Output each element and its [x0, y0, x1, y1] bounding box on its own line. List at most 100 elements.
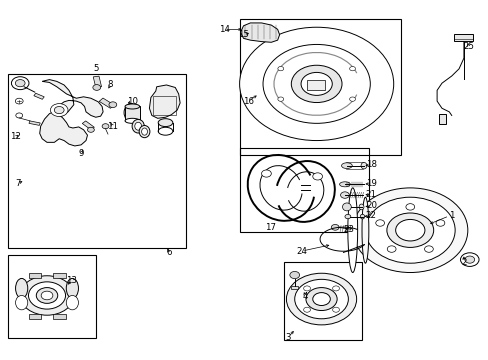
Text: 17: 17 [264, 223, 275, 232]
Bar [306, 80, 325, 90]
Bar [29, 273, 41, 278]
Text: 21: 21 [365, 190, 376, 199]
Text: 24: 24 [296, 247, 307, 256]
Ellipse shape [66, 278, 78, 298]
Circle shape [261, 170, 271, 177]
Text: 14: 14 [218, 25, 229, 34]
Circle shape [93, 85, 101, 90]
Text: 9: 9 [78, 149, 83, 158]
Circle shape [395, 220, 424, 241]
Bar [291, 286, 298, 289]
Circle shape [435, 220, 444, 226]
Circle shape [15, 80, 25, 87]
Ellipse shape [125, 118, 140, 123]
Circle shape [102, 124, 109, 129]
Circle shape [460, 253, 478, 266]
Ellipse shape [16, 296, 28, 310]
Circle shape [20, 276, 74, 315]
Circle shape [375, 220, 384, 226]
Circle shape [405, 204, 414, 210]
Circle shape [294, 279, 347, 319]
Text: 22: 22 [365, 211, 376, 220]
Circle shape [286, 273, 356, 325]
Circle shape [386, 213, 433, 247]
Circle shape [15, 98, 23, 104]
Ellipse shape [132, 120, 144, 133]
Polygon shape [240, 23, 279, 42]
Bar [8, 74, 185, 248]
Circle shape [330, 225, 338, 230]
Text: 15: 15 [238, 30, 248, 39]
Ellipse shape [125, 104, 140, 109]
Text: 11: 11 [107, 122, 118, 131]
Circle shape [349, 97, 355, 101]
Bar [53, 273, 65, 278]
Text: 1: 1 [448, 211, 453, 220]
Bar [239, 19, 400, 155]
Ellipse shape [360, 162, 366, 169]
Bar [153, 96, 176, 116]
Circle shape [239, 27, 393, 140]
Ellipse shape [124, 104, 139, 122]
Ellipse shape [158, 127, 172, 135]
Circle shape [301, 72, 331, 95]
Circle shape [41, 291, 53, 300]
Circle shape [303, 307, 310, 312]
Circle shape [303, 286, 310, 291]
Bar [125, 107, 140, 121]
Text: 8: 8 [107, 81, 113, 90]
Ellipse shape [361, 197, 368, 263]
Circle shape [87, 127, 94, 132]
Bar [239, 148, 368, 232]
Bar [438, 114, 445, 125]
Text: 2: 2 [460, 258, 466, 267]
Text: 23: 23 [343, 225, 354, 234]
Circle shape [54, 107, 64, 114]
Text: 18: 18 [365, 161, 376, 170]
Ellipse shape [135, 122, 142, 130]
Circle shape [291, 65, 341, 103]
Circle shape [349, 67, 355, 71]
Text: 6: 6 [166, 248, 171, 257]
Circle shape [50, 104, 68, 117]
Bar [34, 93, 44, 99]
Circle shape [312, 173, 322, 180]
Polygon shape [149, 85, 180, 118]
Bar [453, 35, 472, 41]
Text: 20: 20 [366, 201, 377, 210]
Circle shape [332, 286, 339, 291]
Circle shape [344, 215, 350, 219]
Circle shape [365, 197, 454, 263]
Bar [29, 121, 40, 125]
Text: 4: 4 [302, 292, 307, 301]
Circle shape [11, 77, 29, 90]
Ellipse shape [127, 107, 136, 118]
Bar [82, 121, 94, 130]
Ellipse shape [158, 119, 172, 127]
Ellipse shape [358, 204, 363, 210]
Text: 16: 16 [243, 96, 253, 105]
Circle shape [277, 97, 283, 101]
Circle shape [332, 307, 339, 312]
Ellipse shape [341, 163, 351, 168]
Text: 25: 25 [462, 42, 473, 51]
Ellipse shape [66, 296, 78, 310]
Bar [29, 315, 41, 319]
Circle shape [312, 293, 330, 306]
Text: 5: 5 [93, 64, 98, 73]
Text: 19: 19 [365, 179, 376, 188]
Circle shape [277, 67, 283, 71]
Bar [283, 262, 361, 339]
Circle shape [340, 192, 348, 198]
Polygon shape [40, 80, 103, 146]
Ellipse shape [342, 203, 350, 211]
Text: 7: 7 [15, 179, 20, 188]
Ellipse shape [142, 128, 147, 135]
Ellipse shape [360, 214, 364, 219]
Circle shape [424, 246, 432, 252]
Circle shape [36, 288, 58, 303]
Circle shape [263, 44, 369, 123]
Ellipse shape [139, 126, 150, 138]
Circle shape [289, 271, 299, 279]
Ellipse shape [347, 188, 357, 273]
